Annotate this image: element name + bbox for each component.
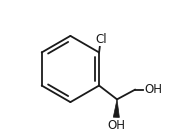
- Text: Cl: Cl: [95, 33, 107, 46]
- Polygon shape: [113, 99, 119, 117]
- Text: OH: OH: [145, 83, 163, 96]
- Text: OH: OH: [107, 119, 125, 132]
